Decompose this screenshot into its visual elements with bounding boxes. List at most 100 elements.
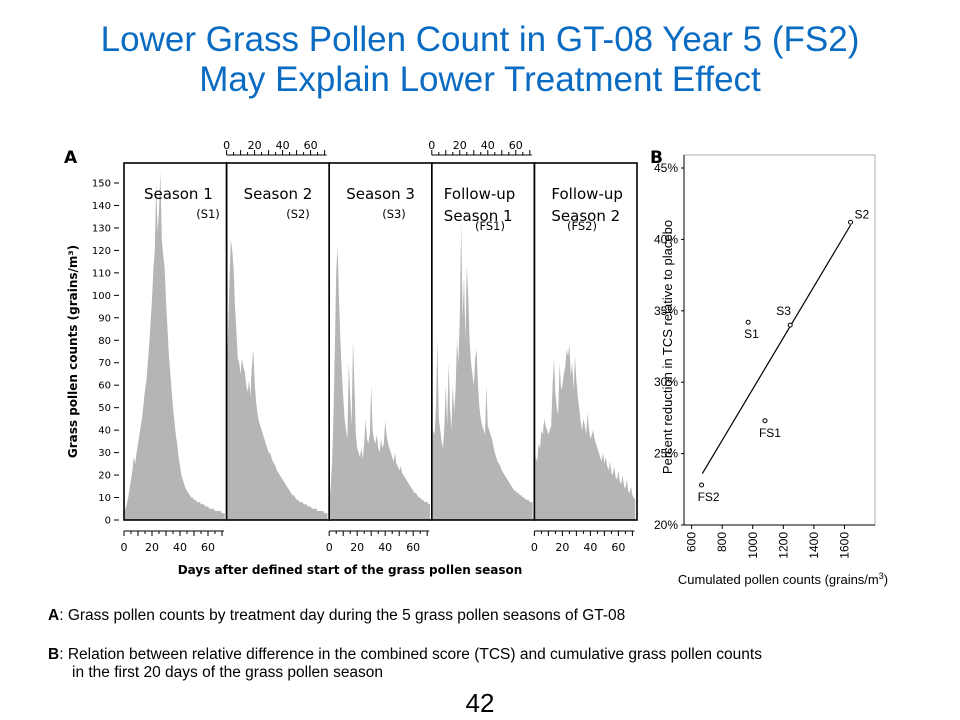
season-code: (S3) <box>382 207 406 221</box>
y-tick-label: 35% <box>654 304 678 318</box>
x-tick-label-top: 40 <box>481 139 495 152</box>
y-tick-label: 70 <box>98 358 111 369</box>
y-tick-label: 100 <box>92 291 111 302</box>
note-b-key: B <box>48 646 60 663</box>
note-b-text-line2: in the first 20 days of the grass pollen… <box>72 664 384 681</box>
data-point <box>745 319 751 325</box>
x-tick-label: 20 <box>145 541 159 554</box>
x-axis-label-main: Cumulated pollen counts (grains/m <box>678 572 879 587</box>
plot-frame <box>683 154 876 526</box>
point-label: S2 <box>855 207 870 221</box>
title-line-1: Lower Grass Pollen Count in GT-08 Year 5… <box>100 20 860 59</box>
x-tick-label: 1000 <box>746 532 760 559</box>
panel-b-label: B <box>650 148 663 168</box>
pollen-area <box>431 223 533 520</box>
x-axis-label-close: ) <box>884 572 888 587</box>
x-tick-label: 40 <box>173 541 187 554</box>
y-tick-label: 50 <box>98 403 111 414</box>
y-tick-label: 30 <box>98 448 111 459</box>
season-label: Season 1 <box>444 207 513 225</box>
y-axis-label: Grass pollen counts (grains/m³) <box>66 245 80 458</box>
y-tick-label: 140 <box>92 201 111 212</box>
x-tick-label: 40 <box>583 541 597 554</box>
y-tick-label: 130 <box>92 223 111 234</box>
x-tick-label: 1200 <box>776 532 790 559</box>
y-tick-label: 10 <box>98 493 111 504</box>
x-tick-label: 0 <box>121 541 128 554</box>
point-label: S1 <box>744 327 759 341</box>
x-tick-label-top: 0 <box>223 139 230 152</box>
x-tick-label: 1400 <box>807 532 821 559</box>
x-tick-label: 40 <box>378 541 392 554</box>
season-label: Season 2 <box>551 207 620 225</box>
x-tick-label-top: 40 <box>276 139 290 152</box>
note-a-text: : Grass pollen counts by treatment day d… <box>59 607 626 624</box>
x-axis-label: Cumulated pollen counts (grains/m3) <box>678 571 888 587</box>
y-tick-label: 30% <box>654 375 678 389</box>
point-label: FS2 <box>698 490 720 504</box>
y-tick-label: 25% <box>654 447 678 461</box>
x-tick-label: 800 <box>715 532 729 552</box>
x-tick-label: 1600 <box>837 532 851 559</box>
x-axis-label: Days after defined start of the grass po… <box>178 563 523 577</box>
data-point <box>762 418 768 424</box>
note-a: A: Grass pollen counts by treatment day … <box>48 607 625 625</box>
point-label: S3 <box>776 304 791 318</box>
y-axis-label: Percent reduction in TCS relative to pla… <box>660 220 675 474</box>
y-tick-label: 20 <box>98 471 111 482</box>
y-tick-label: 45% <box>654 161 678 175</box>
season-frame <box>533 162 638 521</box>
season-panel: Follow-up Season 2(FS2) <box>533 162 638 521</box>
data-point <box>699 482 705 488</box>
y-tick-label: 60 <box>98 381 111 392</box>
season-panel: Season 3 (S3) <box>328 162 433 521</box>
x-tick-label: 20 <box>555 541 569 554</box>
pollen-area <box>534 344 636 520</box>
season-label: Season 2 <box>244 185 313 203</box>
x-tick-label-top: 60 <box>509 139 523 152</box>
note-a-key: A <box>48 607 60 624</box>
x-tick-label: 0 <box>326 541 333 554</box>
y-tick-label: 120 <box>92 246 111 257</box>
y-tick-label: 40 <box>98 426 111 437</box>
panel-a-label: A <box>64 148 78 168</box>
x-tick-label: 0 <box>531 541 538 554</box>
data-point <box>787 322 793 328</box>
point-label: FS1 <box>759 426 781 440</box>
season-code: (FS2) <box>567 219 597 233</box>
x-tick-label: 20 <box>350 541 364 554</box>
y-tick-label: 150 <box>92 179 111 190</box>
x-tick-label-top: 20 <box>248 139 262 152</box>
pollen-area <box>329 245 430 520</box>
slide-title: Lower Grass Pollen Count in GT-08 Year 5… <box>0 20 960 100</box>
note-b: B: Relation between relative difference … <box>48 646 928 682</box>
data-point <box>848 219 854 225</box>
title-line-2: May Explain Lower Treatment Effect <box>199 60 761 99</box>
season-code: (S1) <box>196 207 220 221</box>
x-tick-label: 60 <box>201 541 215 554</box>
y-tick-label: 40% <box>654 232 678 246</box>
x-axis-label-sup: 3 <box>879 571 884 581</box>
y-tick-label: 0 <box>105 516 111 527</box>
y-tick-label: 80 <box>98 336 111 347</box>
trend-line <box>701 224 852 474</box>
x-tick-label-top: 60 <box>304 139 318 152</box>
page-number: 42 <box>465 688 495 718</box>
season-code: (S2) <box>286 207 310 221</box>
x-tick-label-top: 20 <box>453 139 467 152</box>
y-tick-label: 90 <box>98 313 111 324</box>
x-tick-label: 60 <box>611 541 625 554</box>
x-tick-label: 600 <box>685 532 699 552</box>
y-tick-label: 110 <box>92 268 111 279</box>
pollen-area <box>124 171 225 521</box>
x-tick-label: 60 <box>406 541 420 554</box>
season-label: Follow-up <box>551 185 623 203</box>
note-b-text: : Relation between relative difference i… <box>59 646 762 663</box>
season-label: Follow-up <box>444 185 516 203</box>
season-label: Season 1 <box>144 185 213 203</box>
season-label: Season 3 <box>346 185 415 203</box>
y-tick-label: 20% <box>654 518 678 532</box>
x-tick-label-top: 0 <box>428 139 435 152</box>
